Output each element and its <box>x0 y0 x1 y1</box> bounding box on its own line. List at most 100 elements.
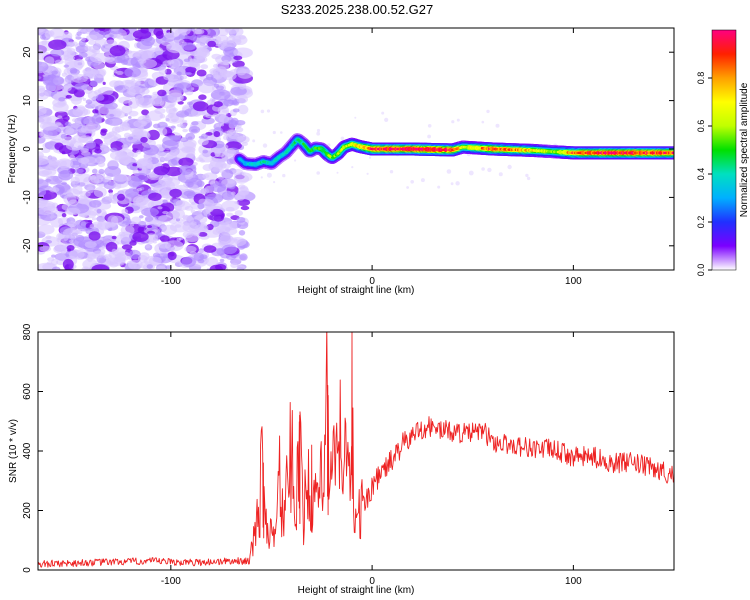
noise-blob <box>223 71 237 81</box>
noise-blob <box>63 64 69 68</box>
noise-blob <box>162 199 168 204</box>
noise-blob <box>138 215 144 219</box>
noise-blob <box>122 57 138 66</box>
chart-title: S233.2025.238.00.52.G27 <box>281 2 434 17</box>
noise-blob <box>169 58 181 69</box>
noise-blob <box>108 189 113 194</box>
noise-blob <box>145 244 150 249</box>
noise-blob <box>227 179 235 184</box>
noise-blob <box>121 104 133 115</box>
noise-blob <box>213 101 223 108</box>
noise-blob <box>69 249 85 260</box>
noise-blob <box>209 264 223 270</box>
noise-blob <box>103 181 116 190</box>
noise-blob <box>212 113 219 118</box>
noise-blob <box>56 158 74 169</box>
noise-blob <box>197 209 204 213</box>
noise-blob <box>141 109 150 116</box>
noise-blob <box>230 117 239 125</box>
noise-blob <box>113 174 128 182</box>
noise-blob <box>221 200 240 212</box>
noise-blob <box>60 55 70 61</box>
noise-blob <box>198 94 207 100</box>
noise-blob <box>200 64 209 70</box>
noise-blob <box>316 128 321 133</box>
noise-blob <box>198 232 208 237</box>
noise-blob <box>72 118 78 122</box>
noise-blob <box>100 176 112 183</box>
noise-blob <box>65 127 75 135</box>
noise-blob <box>316 171 321 175</box>
noise-blob <box>221 169 234 179</box>
noise-blob <box>173 152 178 156</box>
noise-blob <box>42 122 58 131</box>
noise-blob <box>60 250 67 255</box>
noise-blob <box>219 226 238 236</box>
noise-blob <box>233 55 243 61</box>
noise-blob <box>129 240 137 246</box>
noise-blob <box>56 259 65 266</box>
noise-blob <box>72 106 89 117</box>
noise-blob <box>109 45 126 57</box>
noise-blob <box>38 76 42 80</box>
noise-blob <box>179 164 193 176</box>
noise-blob <box>89 52 111 64</box>
noise-blob <box>486 109 490 114</box>
noise-blob <box>38 85 46 92</box>
noise-blob <box>61 85 72 92</box>
noise-blob <box>66 41 78 47</box>
noise-blob <box>94 148 102 154</box>
snr-series <box>38 332 674 568</box>
colorbar-tick-label: 0.4 <box>696 168 706 181</box>
noise-blob <box>212 158 219 162</box>
noise-blob <box>54 252 71 261</box>
noise-blob <box>213 83 220 88</box>
noise-blob <box>183 190 194 197</box>
noise-blob <box>93 113 99 117</box>
noise-blob <box>340 136 345 141</box>
noise-blob <box>229 96 236 101</box>
noise-blob <box>57 115 63 119</box>
noise-blob <box>164 166 183 177</box>
noise-blob <box>87 90 99 100</box>
snr-ytick-label: 600 <box>22 383 33 400</box>
noise-blob <box>196 69 207 77</box>
noise-blob <box>67 83 73 87</box>
noise-blob <box>481 167 485 171</box>
noise-blob <box>241 171 246 176</box>
heatmap-xtick-label: 100 <box>565 276 582 287</box>
noise-blob <box>86 34 98 41</box>
heatmap-ytick-label: 0 <box>22 146 33 152</box>
noise-blob <box>84 241 97 249</box>
noise-blob <box>90 80 98 87</box>
noise-blob <box>205 73 214 81</box>
noise-blob <box>210 152 216 157</box>
noise-blob <box>366 172 369 175</box>
noise-blob <box>69 154 75 160</box>
noise-blob <box>135 97 156 108</box>
noise-blob <box>92 168 98 174</box>
noise-blob <box>121 244 133 250</box>
colorbar-gradient <box>711 29 737 271</box>
noise-blob <box>233 172 253 183</box>
noise-blob <box>146 264 153 269</box>
noise-blob <box>105 34 109 38</box>
noise-blob <box>525 173 529 178</box>
noise-blob <box>45 240 52 244</box>
noise-blob <box>74 82 89 91</box>
noise-blob <box>127 177 143 188</box>
noise-blob <box>239 82 247 90</box>
noise-blob <box>189 60 199 67</box>
noise-blob <box>202 149 208 154</box>
snr-ytick-label: 400 <box>22 442 33 459</box>
noise-blob <box>62 258 74 270</box>
noise-blob <box>158 66 167 75</box>
noise-blob <box>147 225 153 229</box>
noise-blob <box>235 127 244 133</box>
noise-blob <box>52 102 69 113</box>
noise-blob <box>191 121 199 126</box>
noise-blob <box>138 58 147 64</box>
noise-blob <box>74 219 87 230</box>
noise-blob <box>198 83 215 94</box>
noise-blob <box>210 101 215 105</box>
